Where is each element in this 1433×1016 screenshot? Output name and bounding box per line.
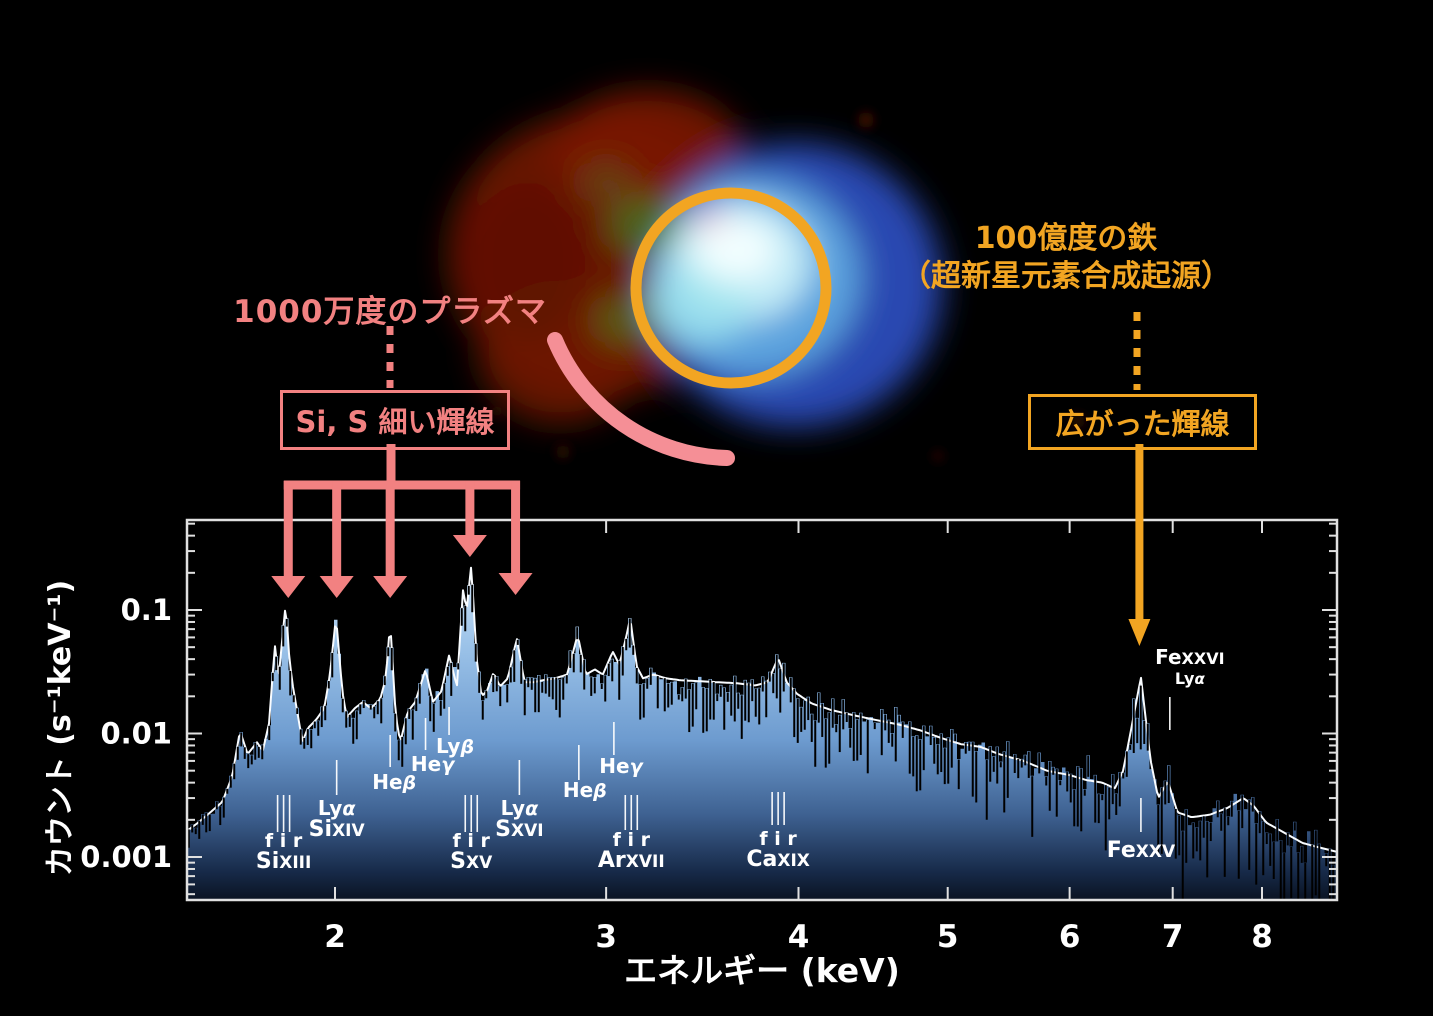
line-label-s-heg: Heγ xyxy=(599,754,644,778)
callout-arrows xyxy=(271,312,1151,646)
y-axis-label: カウント (s⁻¹keV⁻¹) xyxy=(43,579,78,877)
iron-callout-box: 広がった輝線 xyxy=(1028,394,1257,450)
iron-title-line1: 100億度の鉄 xyxy=(974,221,1158,256)
error-bars xyxy=(188,584,1336,899)
line-label-ar17: f i r xyxy=(613,829,651,851)
x-tick-label: 3 xyxy=(595,919,617,955)
plasma-callout-box: Si, S 細い輝線 xyxy=(280,390,510,450)
supernova-remnant-image xyxy=(448,90,1085,466)
line-label-ar17: ArXVII xyxy=(598,848,665,873)
plot-frame xyxy=(185,518,1339,902)
line-label-s16: Lyα xyxy=(501,796,539,820)
plasma-shell-arc xyxy=(547,332,735,466)
x-axis-label: エネルギー (keV) xyxy=(624,951,900,990)
line-label-si13: SiXIII xyxy=(256,849,311,874)
pink-arrow-head xyxy=(271,576,306,598)
line-label-ca19: CaXIX xyxy=(746,847,810,872)
iron-title: 100億度の鉄 （超新星元素合成起源） xyxy=(860,220,1272,296)
x-tick-label: 4 xyxy=(788,919,810,955)
pink-arrow-head xyxy=(498,573,533,595)
x-tick-label: 8 xyxy=(1251,919,1273,955)
line-label-ca19: f i r xyxy=(759,828,797,850)
line-label-si-heg: Heγ xyxy=(411,752,456,776)
line-label-si14: SiXIV xyxy=(309,817,366,842)
background-speckles xyxy=(491,112,1085,462)
line-label-si14: Lyα xyxy=(318,796,356,820)
pink-arrow-head xyxy=(452,535,487,557)
y-tick-label: 0.01 xyxy=(100,717,172,751)
plasma-title: 1000万度のプラズマ xyxy=(233,294,547,330)
x-tick-label: 5 xyxy=(937,919,959,955)
line-label-s16: SXVI xyxy=(495,817,543,842)
line-label-s-heb: Heβ xyxy=(563,778,607,802)
spectrum-plot: 2 3 4 5 6 7 80.10.010.001 f i rSiXIIILyαSiXIVHe… xyxy=(80,518,1339,955)
line-label-si-lyb: Lyβ xyxy=(436,734,474,758)
line-label-si-heb: Heβ xyxy=(372,770,416,794)
x-tick-label: 6 xyxy=(1059,919,1081,955)
line-label-s15: SXV xyxy=(450,849,493,874)
line-label-fe26: FeXXVI xyxy=(1155,645,1224,669)
y-tick-label: 0.001 xyxy=(80,840,172,874)
iron-title-line2: （超新星元素合成起源） xyxy=(901,259,1231,294)
iron-callout-label: 広がった輝線 xyxy=(1055,407,1230,441)
line-label-si13: f i r xyxy=(265,830,303,852)
line-label-fe26: Lyα xyxy=(1175,669,1206,688)
iron-region-circle xyxy=(630,187,832,389)
plasma-callout-label: Si, S 細い輝線 xyxy=(295,405,495,439)
line-label-s15: f i r xyxy=(453,830,491,852)
spectrum-fill xyxy=(188,584,1336,899)
y-tick-label: 0.1 xyxy=(121,593,172,627)
pink-arrow-head xyxy=(319,576,354,598)
line-label-fe25: FeXXV xyxy=(1107,838,1176,863)
axis-tick-labels: 2 3 4 5 6 7 8 0.1 0.01 0.001 xyxy=(80,593,1273,955)
spectrum-data-histogram xyxy=(188,566,1336,899)
orange-arrow-head xyxy=(1128,619,1151,646)
x-tick-label: 2 xyxy=(324,919,346,955)
pink-arrow-head xyxy=(373,576,408,598)
x-tick-label: 7 xyxy=(1162,919,1184,955)
